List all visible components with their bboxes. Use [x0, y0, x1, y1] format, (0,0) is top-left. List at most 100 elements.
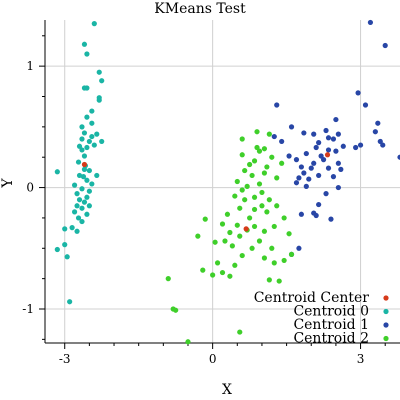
point-centroid-2 — [251, 158, 258, 164]
point-centroid-1 — [355, 90, 361, 96]
point-centroid-1 — [313, 212, 319, 219]
point-centroid-0 — [75, 215, 82, 221]
point-centroid-2 — [200, 267, 206, 273]
point-centroid-0 — [84, 114, 90, 120]
point-centroid-2 — [266, 131, 272, 137]
point-centroid-2 — [247, 161, 253, 168]
grid-lines — [45, 20, 400, 343]
point-centroid-2 — [212, 239, 218, 245]
point-centroid-1 — [311, 160, 317, 166]
point-centroid-1 — [303, 183, 309, 189]
point-centroid-0 — [91, 142, 97, 148]
point-centroid-2 — [286, 231, 292, 237]
centroid-center-point — [81, 161, 88, 168]
point-centroid-1 — [380, 142, 386, 148]
point-centroid-1 — [330, 174, 337, 180]
point-centroid-2 — [202, 216, 208, 222]
point-centroid-1 — [293, 157, 300, 163]
point-centroid-2 — [219, 221, 226, 227]
point-centroid-2 — [239, 136, 245, 142]
point-centroid-0 — [81, 153, 88, 159]
point-centroid-2 — [279, 160, 285, 166]
point-centroid-1 — [313, 144, 319, 151]
point-centroid-2 — [276, 278, 282, 284]
point-centroid-0 — [86, 188, 92, 194]
point-centroid-0 — [91, 21, 97, 27]
point-centroid-1 — [298, 211, 304, 217]
point-centroid-0 — [71, 182, 78, 188]
point-centroid-0 — [84, 194, 90, 200]
point-centroid-2 — [264, 164, 270, 170]
x-axis-label: X — [222, 382, 232, 398]
point-centroid-2 — [281, 257, 287, 264]
point-centroid-0 — [79, 218, 85, 225]
point-centroid-1 — [323, 127, 329, 134]
point-centroid-2 — [210, 272, 216, 278]
point-centroid-1 — [397, 154, 400, 160]
point-centroid-2 — [219, 269, 226, 276]
point-centroid-1 — [311, 131, 317, 137]
point-centroid-2 — [249, 245, 255, 251]
point-centroid-1 — [274, 102, 280, 108]
y-tick-label: -1 — [22, 302, 34, 316]
point-centroid-2 — [222, 238, 228, 244]
point-centroid-2 — [185, 339, 191, 345]
legend-marker — [383, 308, 389, 315]
point-centroid-1 — [296, 245, 302, 251]
point-centroid-1 — [325, 165, 332, 171]
point-centroid-0 — [86, 203, 92, 209]
axes — [39, 20, 400, 349]
tick-labels: -3 0 3 -1 0 1 — [22, 59, 364, 366]
point-centroid-2 — [274, 175, 280, 181]
point-centroid-0 — [74, 203, 80, 209]
centroid-points — [81, 152, 331, 232]
legend-marker — [383, 322, 389, 328]
point-centroid-1 — [316, 172, 322, 179]
x-tick-label: 3 — [357, 352, 365, 366]
point-centroid-1 — [303, 150, 309, 157]
point-centroid-0 — [89, 181, 95, 187]
point-centroid-1 — [301, 130, 307, 136]
point-centroid-2 — [271, 260, 277, 266]
point-centroid-2 — [261, 146, 268, 152]
point-centroid-2 — [271, 223, 277, 230]
point-centroid-2 — [227, 273, 233, 279]
point-centroid-2 — [237, 233, 243, 239]
point-centroid-0 — [84, 144, 90, 151]
point-centroid-0 — [74, 191, 80, 197]
point-centroid-1 — [372, 129, 378, 135]
point-centroid-2 — [237, 205, 243, 211]
point-centroid-2 — [256, 148, 263, 154]
point-centroid-2 — [288, 251, 295, 257]
point-centroid-2 — [251, 206, 258, 213]
point-centroid-2 — [261, 170, 268, 176]
point-centroid-0 — [71, 209, 78, 215]
point-centroid-2 — [254, 144, 260, 151]
point-centroid-2 — [256, 181, 263, 187]
point-centroid-1 — [320, 157, 327, 163]
point-centroid-2 — [214, 260, 221, 266]
point-centroid-1 — [362, 102, 369, 108]
point-centroid-1 — [318, 153, 324, 159]
point-centroid-2 — [274, 203, 280, 209]
point-centroid-1 — [335, 131, 341, 137]
point-centroid-2 — [224, 211, 231, 217]
point-centroid-2 — [266, 277, 272, 283]
point-centroid-0 — [81, 85, 88, 91]
point-centroid-0 — [81, 130, 88, 136]
point-centroid-2 — [261, 228, 268, 234]
point-centroid-1 — [328, 216, 334, 222]
point-centroid-2 — [244, 183, 250, 189]
point-centroid-0 — [84, 177, 90, 183]
point-centroid-2 — [173, 307, 179, 313]
point-centroid-2 — [261, 255, 268, 261]
point-centroid-2 — [239, 187, 245, 193]
point-centroid-2 — [251, 223, 258, 230]
point-centroid-2 — [249, 172, 255, 179]
point-centroid-1 — [271, 133, 277, 140]
point-centroid-0 — [84, 211, 90, 217]
point-centroid-0 — [80, 174, 87, 180]
point-centroid-1 — [286, 153, 292, 159]
legend-label: Centroid 0 — [293, 304, 369, 320]
point-centroid-2 — [165, 276, 171, 282]
